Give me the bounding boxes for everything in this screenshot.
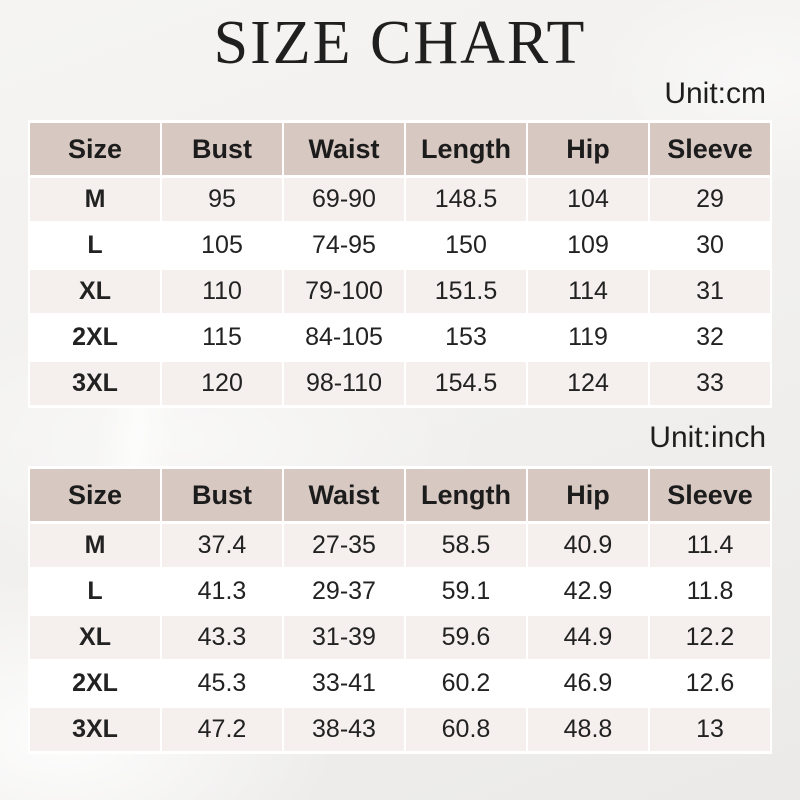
- cell-length: 150: [406, 224, 526, 267]
- cell-bust: 41.3: [162, 570, 282, 613]
- table-row-2xl: 2XL 115 84-105 153 119 32: [30, 316, 770, 359]
- header-cell-waist: Waist: [284, 123, 404, 175]
- cell-sleeve: 30: [650, 224, 770, 267]
- cell-size: M: [30, 524, 160, 567]
- cell-bust: 115: [162, 316, 282, 359]
- cell-size: 3XL: [30, 708, 160, 751]
- header-cell-waist: Waist: [284, 469, 404, 521]
- cell-sleeve: 33: [650, 362, 770, 405]
- cell-bust: 95: [162, 178, 282, 221]
- cell-length: 151.5: [406, 270, 526, 313]
- cell-length: 60.8: [406, 708, 526, 751]
- cell-bust: 120: [162, 362, 282, 405]
- cell-hip: 40.9: [528, 524, 648, 567]
- unit-label-inch: Unit:inch: [649, 421, 766, 454]
- table-row-3xl: 3XL 47.2 38-43 60.8 48.8 13: [30, 708, 770, 751]
- cell-waist: 27-35: [284, 524, 404, 567]
- cell-size: XL: [30, 616, 160, 659]
- cell-waist: 33-41: [284, 662, 404, 705]
- cell-length: 59.6: [406, 616, 526, 659]
- table-row-2xl: 2XL 45.3 33-41 60.2 46.9 12.6: [30, 662, 770, 705]
- header-cell-hip: Hip: [528, 123, 648, 175]
- cell-hip: 114: [528, 270, 648, 313]
- table-row-l: L 105 74-95 150 109 30: [30, 224, 770, 267]
- table-row-3xl: 3XL 120 98-110 154.5 124 33: [30, 362, 770, 405]
- header-cell-bust: Bust: [162, 123, 282, 175]
- table-row-xl: XL 43.3 31-39 59.6 44.9 12.2: [30, 616, 770, 659]
- cell-sleeve: 31: [650, 270, 770, 313]
- cell-hip: 104: [528, 178, 648, 221]
- table-row-m: M 95 69-90 148.5 104 29: [30, 178, 770, 221]
- header-cell-size: Size: [30, 469, 160, 521]
- cell-sleeve: 11.8: [650, 570, 770, 613]
- cell-waist: 84-105: [284, 316, 404, 359]
- size-table-inch: Size Bust Waist Length Hip Sleeve M 37.4…: [28, 466, 772, 754]
- cell-size: XL: [30, 270, 160, 313]
- cell-waist: 31-39: [284, 616, 404, 659]
- cell-size: 3XL: [30, 362, 160, 405]
- cell-length: 59.1: [406, 570, 526, 613]
- cell-sleeve: 32: [650, 316, 770, 359]
- cell-bust: 110: [162, 270, 282, 313]
- cell-size: 2XL: [30, 662, 160, 705]
- header-cell-size: Size: [30, 123, 160, 175]
- header-cell-length: Length: [406, 123, 526, 175]
- cell-bust: 105: [162, 224, 282, 267]
- unit-label-cm: Unit:cm: [664, 77, 766, 110]
- cell-waist: 79-100: [284, 270, 404, 313]
- table-row-m: M 37.4 27-35 58.5 40.9 11.4: [30, 524, 770, 567]
- header-cell-bust: Bust: [162, 469, 282, 521]
- cell-length: 154.5: [406, 362, 526, 405]
- cell-sleeve: 12.6: [650, 662, 770, 705]
- cell-length: 58.5: [406, 524, 526, 567]
- header-row: Size Bust Waist Length Hip Sleeve: [30, 469, 770, 521]
- cell-waist: 29-37: [284, 570, 404, 613]
- header-row: Size Bust Waist Length Hip Sleeve: [30, 123, 770, 175]
- table-row-l: L 41.3 29-37 59.1 42.9 11.8: [30, 570, 770, 613]
- cell-length: 148.5: [406, 178, 526, 221]
- cell-hip: 44.9: [528, 616, 648, 659]
- cell-hip: 109: [528, 224, 648, 267]
- header-cell-sleeve: Sleeve: [650, 469, 770, 521]
- cell-size: M: [30, 178, 160, 221]
- cell-hip: 48.8: [528, 708, 648, 751]
- cell-bust: 37.4: [162, 524, 282, 567]
- cell-sleeve: 13: [650, 708, 770, 751]
- cell-waist: 69-90: [284, 178, 404, 221]
- cell-hip: 119: [528, 316, 648, 359]
- cell-hip: 124: [528, 362, 648, 405]
- cell-waist: 38-43: [284, 708, 404, 751]
- cell-waist: 98-110: [284, 362, 404, 405]
- header-cell-hip: Hip: [528, 469, 648, 521]
- header-cell-sleeve: Sleeve: [650, 123, 770, 175]
- cell-hip: 46.9: [528, 662, 648, 705]
- size-table-cm: Size Bust Waist Length Hip Sleeve M 95 6…: [28, 120, 772, 408]
- cell-length: 153: [406, 316, 526, 359]
- cell-bust: 47.2: [162, 708, 282, 751]
- cell-sleeve: 12.2: [650, 616, 770, 659]
- cell-size: 2XL: [30, 316, 160, 359]
- cell-waist: 74-95: [284, 224, 404, 267]
- cell-bust: 45.3: [162, 662, 282, 705]
- table-row-xl: XL 110 79-100 151.5 114 31: [30, 270, 770, 313]
- cell-sleeve: 29: [650, 178, 770, 221]
- cell-sleeve: 11.4: [650, 524, 770, 567]
- cell-size: L: [30, 224, 160, 267]
- cell-length: 60.2: [406, 662, 526, 705]
- header-cell-length: Length: [406, 469, 526, 521]
- page-title: SIZE CHART: [213, 9, 587, 77]
- cell-hip: 42.9: [528, 570, 648, 613]
- cell-bust: 43.3: [162, 616, 282, 659]
- cell-size: L: [30, 570, 160, 613]
